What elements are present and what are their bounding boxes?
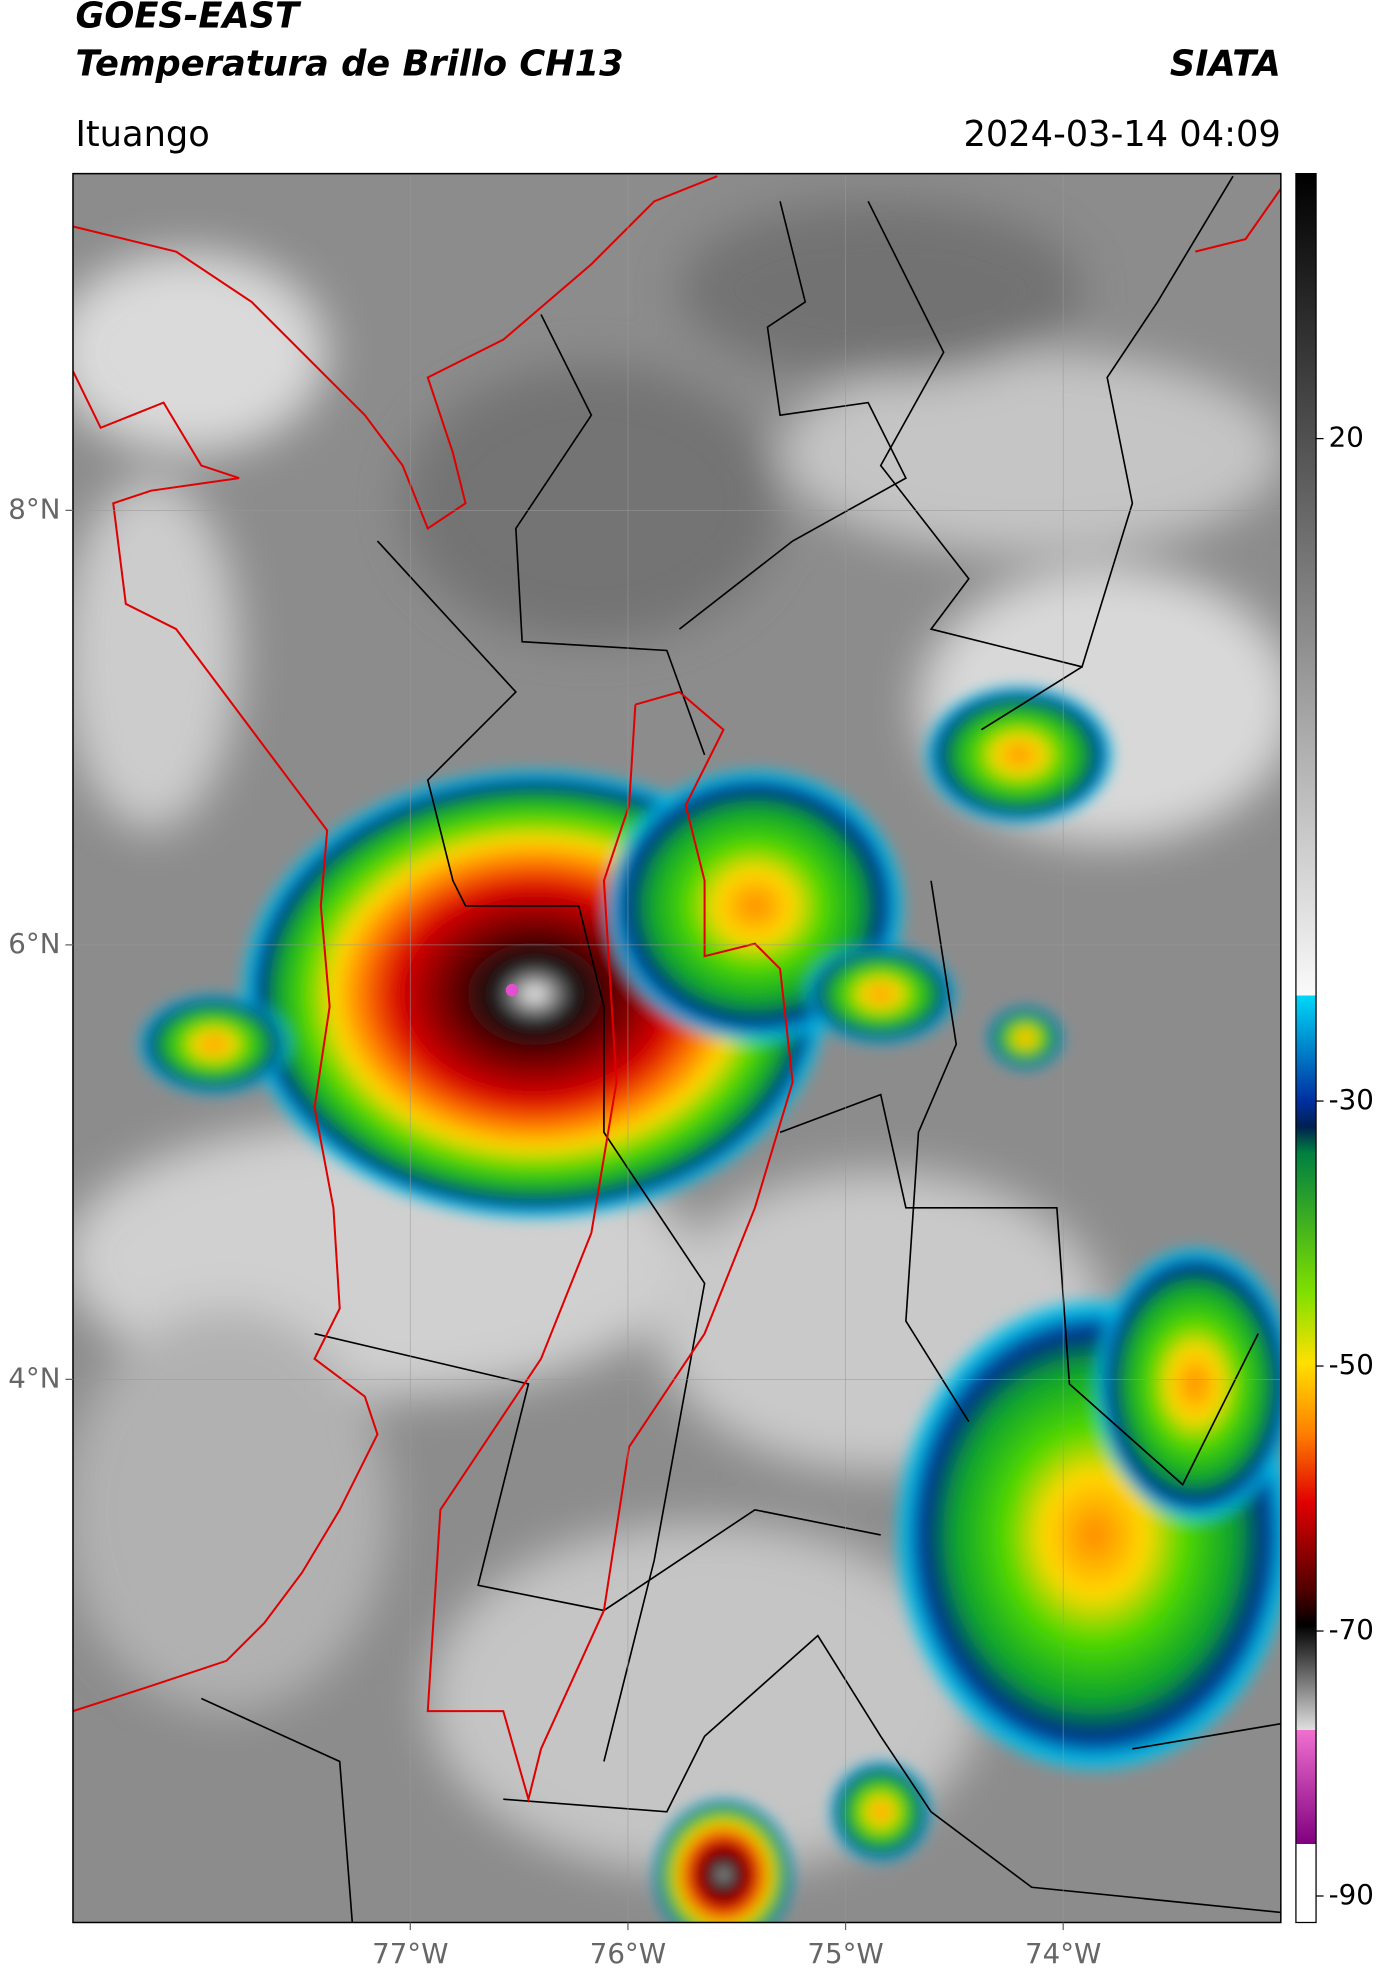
title: GOES-EAST	[75, 0, 302, 37]
y-tick-label: 6°N	[8, 927, 60, 960]
satellite-image	[72, 173, 1281, 1923]
colorbar-tick-label: -50	[1329, 1348, 1374, 1381]
source: SIATA	[1170, 43, 1281, 84]
colorbar	[1295, 172, 1317, 1924]
colorbar-tick-label: 20	[1329, 421, 1364, 454]
colorbar-tick-label: -70	[1329, 1613, 1374, 1646]
map-frame	[72, 172, 1282, 1924]
subtitle: Temperatura de Brillo CH13	[75, 43, 623, 84]
location: Ituango	[75, 114, 209, 155]
colorbar-tick-label: -90	[1329, 1878, 1374, 1911]
colorbar-tick-label: -30	[1329, 1083, 1374, 1116]
y-tick-label: 8°N	[8, 492, 60, 525]
y-tick-label: 4°N	[8, 1361, 60, 1394]
x-tick-label: 77°W	[372, 1937, 448, 1970]
x-tick-label: 75°W	[807, 1937, 883, 1970]
datetime: 2024-03-14 04:09	[963, 114, 1280, 155]
graticule	[72, 173, 1281, 1923]
x-tick-label: 76°W	[590, 1937, 666, 1970]
x-tick-label: 74°W	[1025, 1937, 1101, 1970]
